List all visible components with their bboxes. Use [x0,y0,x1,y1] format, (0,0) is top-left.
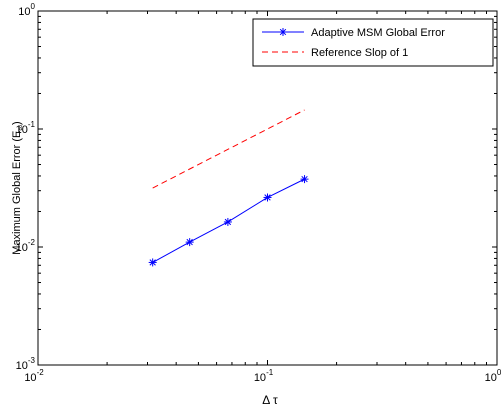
data-point [300,175,309,184]
y-tick-label: 10-2 [16,238,36,254]
legend-label-adaptive-msm: Adaptive MSM Global Error [311,27,445,39]
y-axis-label-sub: ∞ [16,125,25,131]
series-line-1 [152,109,305,189]
x-tick-label: 10-1 [254,368,274,384]
y-axis-label-tail: ) [11,121,23,125]
y-tick-label: 10-3 [16,356,36,372]
data-point [148,258,157,267]
y-axis-label-main: Maximum Global Error (E [11,131,23,255]
data-point [223,217,232,226]
y-tick-label: 10-1 [16,120,36,136]
y-tick-label: 100 [18,2,35,18]
data-point [185,238,194,247]
x-axis-label: Δ τ [262,393,278,407]
y-axis-label: Maximum Global Error (E∞) [11,121,25,254]
legend: Adaptive MSM Global Error Reference Slop… [252,18,494,67]
plot-area [37,10,498,366]
data-point [263,193,272,202]
legend-marker-adaptive-msm [279,28,287,36]
legend-box [252,18,494,67]
series-layer [148,109,309,267]
x-tick-label: 100 [485,368,502,384]
x-tick-label: 10-2 [24,368,44,384]
legend-asterisk-icon [279,28,287,36]
legend-label-reference-slope: Reference Slop of 1 [311,47,408,59]
